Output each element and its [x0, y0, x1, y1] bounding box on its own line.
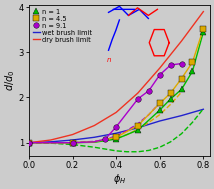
Text: n: n — [106, 57, 111, 63]
X-axis label: $\phi_H$: $\phi_H$ — [113, 172, 126, 186]
Legend: n = 1, n = 4.5, n = 9.1, wet brush limit, dry brush limit: n = 1, n = 4.5, n = 9.1, wet brush limit… — [32, 8, 92, 43]
Y-axis label: $d/d_0$: $d/d_0$ — [3, 70, 17, 91]
